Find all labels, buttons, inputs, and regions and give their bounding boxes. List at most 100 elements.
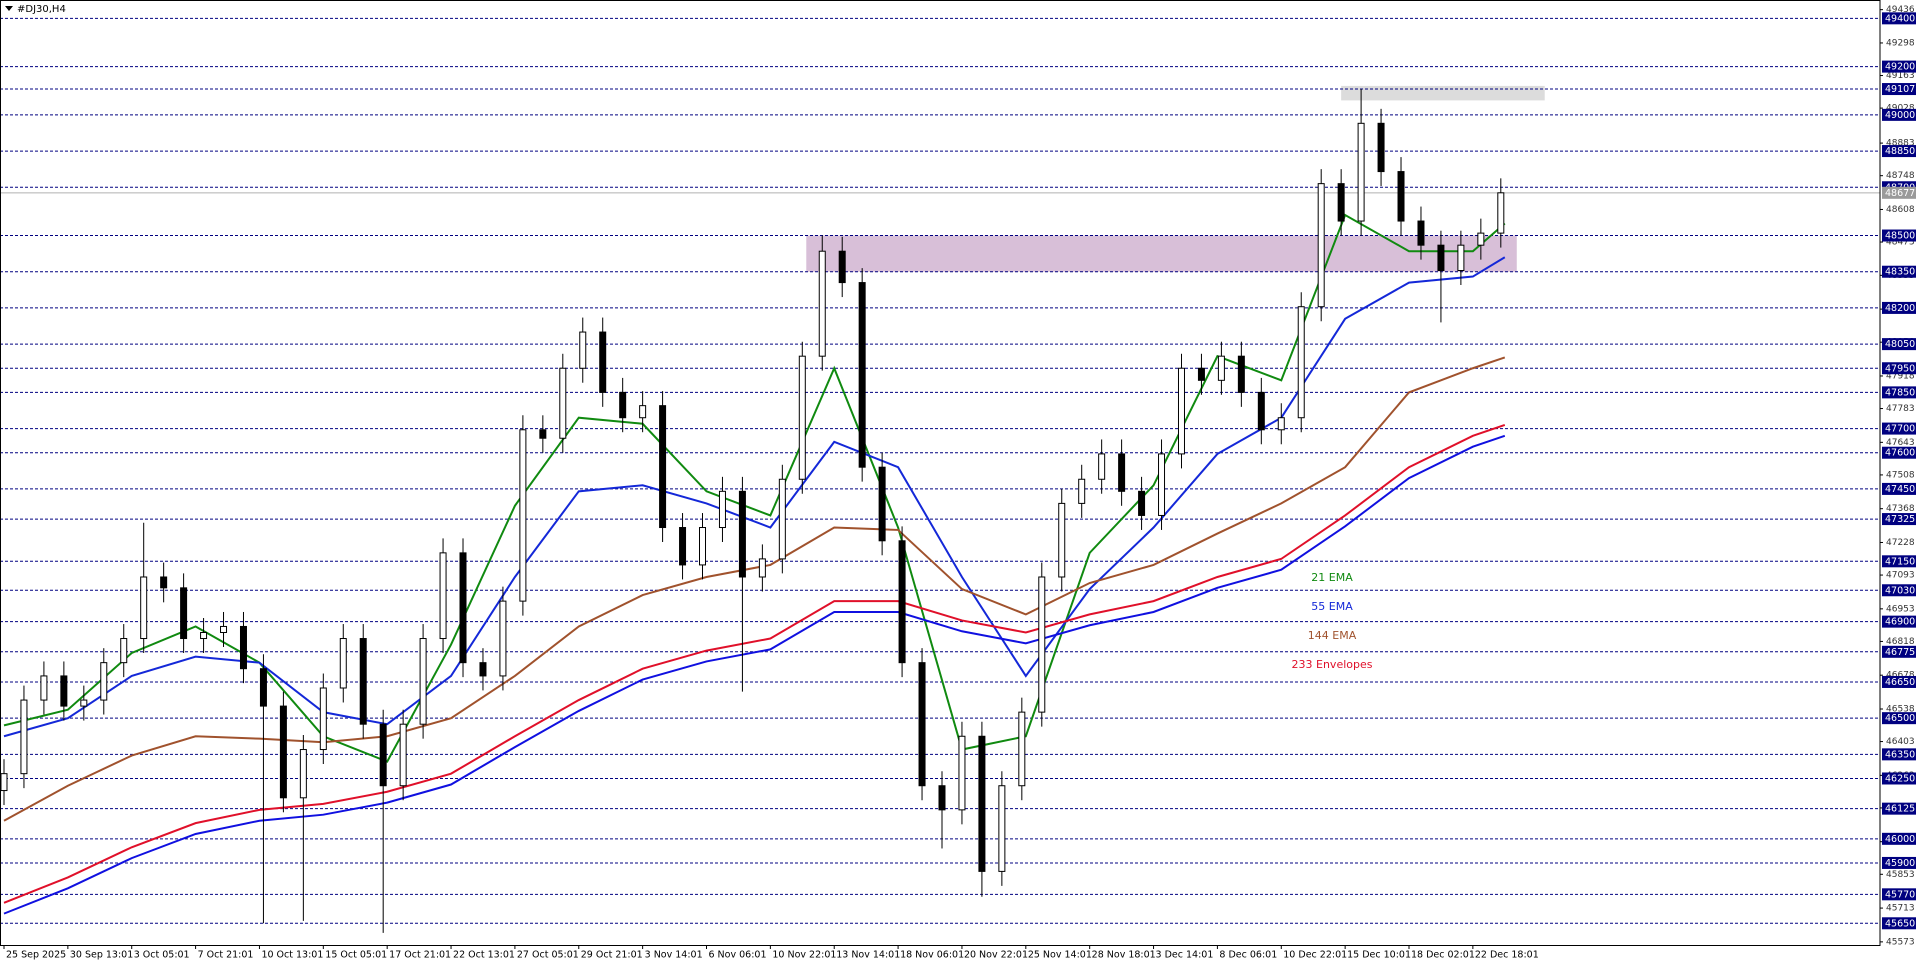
level-box [1882,386,1916,399]
level-box [1882,832,1916,845]
candle-body [958,735,966,811]
x-tick-label: 27 Oct 05:01 [517,950,579,961]
candle-body [100,662,108,701]
y-tick-label: 46953 [1886,604,1915,614]
x-tick-label: 8 Dec 06:01 [1219,950,1277,961]
candle-body [1217,355,1225,381]
level-label: 46350 [1885,749,1915,760]
indicator-line [3,424,1506,904]
level-box [1882,83,1916,96]
y-tick-label: 49163 [1886,71,1915,81]
candle-body [359,638,367,725]
candle-body [499,600,507,677]
level-label: 48350 [1885,267,1915,278]
candle-body [1397,171,1405,222]
candle-body [379,723,387,787]
candle-body [239,625,247,670]
level-label: 45770 [1885,889,1915,900]
candle-body [180,587,188,640]
x-tick-label: 18 Nov 06:01 [900,950,964,961]
y-tick-label: 47783 [1886,404,1915,414]
candle-body [758,558,766,578]
level-label: 49000 [1885,110,1915,121]
candle-body [978,735,986,872]
level-box [1882,888,1916,901]
level-label: 48200 [1885,303,1915,314]
candle-body [479,662,487,677]
candle-body [738,490,746,578]
level-label: 46125 [1885,804,1915,815]
y-tick-label: 49028 [1886,104,1915,114]
level-label: 48500 [1885,231,1915,242]
y-tick-label: 46678 [1886,671,1915,681]
y-tick-label: 49298 [1886,38,1915,48]
level-label: 47600 [1885,448,1915,459]
level-label: 47700 [1885,424,1915,435]
candle-body [718,490,726,529]
candle-body [1018,711,1026,787]
y-tick-label: 47093 [1886,571,1915,581]
candle-body [1277,417,1285,431]
candle-body [259,668,267,707]
candle-body [279,705,287,799]
x-tick-label: 6 Nov 06:01 [708,950,766,961]
level-label: 47450 [1885,484,1915,495]
x-tick-label: 3 Nov 14:01 [645,950,703,961]
x-tick-label: 15 Oct 05:01 [325,950,387,961]
candle-body [20,699,28,775]
candle-body [1257,391,1265,431]
level-box [1882,513,1916,526]
level-label: 46650 [1885,677,1915,688]
level-label: 46000 [1885,834,1915,845]
candle-body [699,527,707,566]
y-tick-label: 45853 [1886,870,1915,880]
candle-body [639,405,647,419]
candle-body [80,699,88,707]
level-box [1882,675,1916,688]
y-tick-label: 47228 [1886,538,1915,548]
x-tick-label: 25 Sep 2025 [6,950,66,961]
level-label: 48850 [1885,146,1915,157]
candle-body [1078,478,1086,504]
candle-body [818,250,826,357]
candle-body [1237,355,1245,393]
candle-body [579,331,587,369]
y-tick-label: 48608 [1886,205,1915,215]
chart-title: #DJ30,H4 [17,4,66,15]
candle-body [1158,453,1166,516]
zone [806,235,1517,272]
level-box [1882,772,1916,785]
level-label: 45900 [1885,858,1915,869]
candle-body [419,638,427,725]
level-box [1882,12,1916,25]
x-tick-label: 22 Oct 13:01 [453,950,515,961]
candle-body [399,723,407,787]
candle-body [938,785,946,811]
candle-body [599,331,607,393]
level-box [1882,856,1916,869]
x-tick-label: 29 Oct 21:01 [581,950,643,961]
level-box [1882,362,1916,375]
level-box [1882,265,1916,278]
legend-entry: 233 Envelopes [1292,658,1373,671]
level-label: 47850 [1885,387,1915,398]
x-tick-label: 20 Nov 22:01 [964,950,1028,961]
candle-body [1437,244,1445,272]
candle-body [120,638,128,664]
y-tick-label: 48473 [1886,238,1915,248]
level-label: 46250 [1885,773,1915,784]
candle-body [1118,453,1126,492]
level-box [1882,229,1916,242]
level-box [1882,748,1916,761]
candle-body [798,355,806,480]
plot-frame [0,0,1881,946]
x-tick-label: 17 Oct 21:01 [389,950,451,961]
candle-body [1477,232,1485,246]
y-tick-label: 47918 [1886,371,1915,381]
x-tick-label: 15 Dec 10:01 [1347,950,1411,961]
legend-entry: 55 EMA [1311,600,1353,613]
level-label: 47150 [1885,556,1915,567]
level-label: 45650 [1885,918,1915,929]
candle-body [918,662,926,787]
x-tick-label: 10 Nov 22:01 [772,950,836,961]
